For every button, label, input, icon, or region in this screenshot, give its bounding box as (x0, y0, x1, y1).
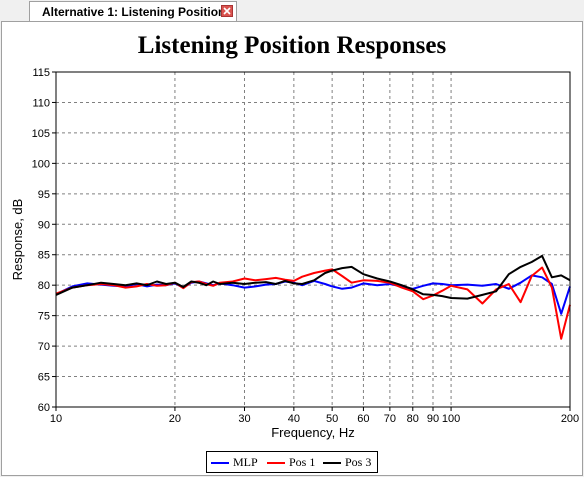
x-tick-label: 80 (407, 413, 419, 425)
chart-title: Listening Position Responses (137, 32, 447, 59)
legend-item-pos-3: Pos 3 (323, 455, 379, 469)
legend-item-pos-1: Pos 1 (267, 455, 323, 469)
x-tick-label: 90 (427, 413, 439, 425)
legend-label: Pos 1 (289, 455, 316, 469)
legend-item-mlp: MLP (211, 455, 267, 469)
series-line-pos-1 (55, 266, 571, 340)
y-tick-label: 110 (32, 97, 50, 109)
y-tick-label: 100 (32, 158, 50, 170)
plot-area (56, 72, 570, 407)
y-tick-label: 75 (38, 311, 50, 323)
series-line-mlp (55, 274, 571, 315)
legend-swatch (267, 462, 285, 464)
y-tick-label: 105 (32, 128, 50, 140)
x-axis-label: Frequency, Hz (271, 425, 355, 440)
legend-swatch (323, 462, 341, 464)
tab-listening-positions[interactable]: Alternative 1: Listening Positions (29, 1, 237, 21)
x-tick-label: 60 (357, 413, 369, 425)
tab-strip: Alternative 1: Listening Positions (0, 0, 584, 22)
x-tick-label: 10 (50, 413, 62, 425)
x-tick-label: 50 (326, 413, 338, 425)
y-tick-label: 85 (38, 250, 50, 262)
x-tick-label: 70 (384, 413, 396, 425)
y-tick-label: 80 (38, 280, 50, 292)
y-tick-label: 115 (32, 67, 50, 79)
plot-frame (55, 71, 571, 408)
close-icon[interactable] (221, 5, 233, 17)
y-tick-label: 65 (38, 372, 50, 384)
y-tick-label: 90 (38, 219, 50, 231)
x-tick-label: 30 (238, 413, 250, 425)
legend-label: MLP (233, 455, 258, 469)
y-tick-label: 95 (38, 189, 50, 201)
y-tick-label: 60 (38, 402, 50, 414)
x-tick-label: 200 (561, 413, 579, 425)
tab-label: Alternative 1: Listening Positions (42, 5, 233, 19)
legend-label: Pos 3 (345, 455, 372, 469)
series-line-pos-3 (55, 254, 571, 300)
x-tick-label: 100 (442, 413, 460, 425)
y-tick-label: 70 (38, 341, 50, 353)
x-tick-label: 20 (169, 413, 181, 425)
y-axis-label: Response, dB (10, 199, 25, 281)
chart-legend: MLP Pos 1 Pos 3 (206, 451, 378, 473)
x-tick-label: 40 (288, 413, 300, 425)
legend-swatch (211, 462, 229, 464)
